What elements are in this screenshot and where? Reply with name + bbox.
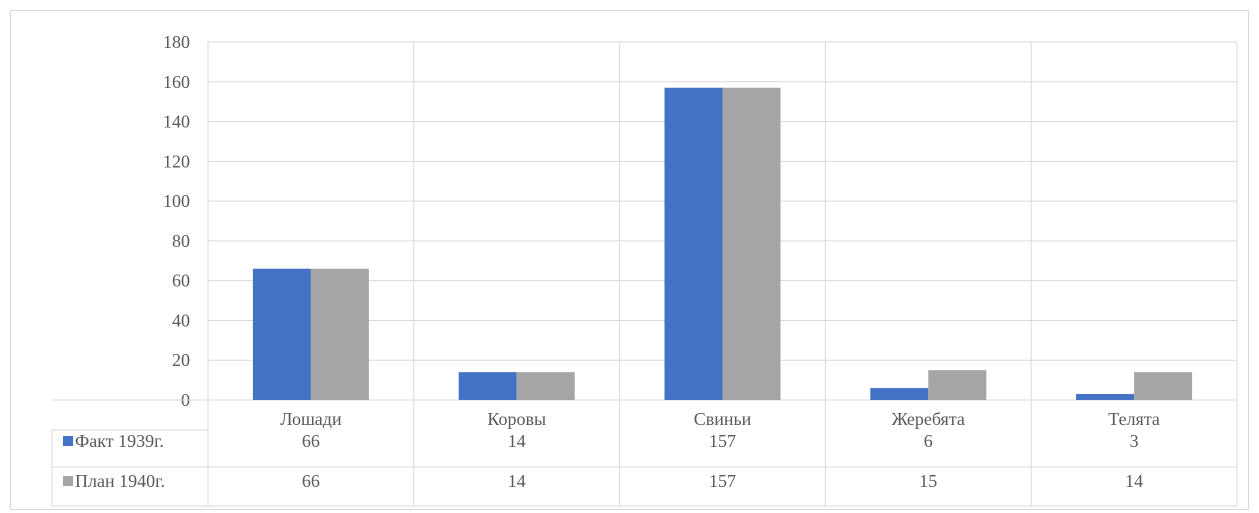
y-tick-label: 140 [163,112,190,132]
legend-label: План 1940г. [75,471,165,491]
y-tick-label: 60 [172,271,190,291]
legend-label: Факт 1939г. [75,431,164,451]
data-table-value: 157 [709,431,736,451]
data-table-value: 157 [709,471,736,491]
category-label: Лошади [280,409,342,429]
category-label: Коровы [487,409,546,429]
bar [1134,372,1193,400]
y-tick-label: 120 [163,151,190,171]
bar [310,268,369,400]
bar [516,372,575,400]
bar [928,370,987,400]
data-table-value: 14 [1125,471,1143,491]
data-table-value: 66 [302,431,320,451]
data-table-value: 6 [924,431,933,451]
y-tick-label: 100 [163,191,190,211]
bar [252,268,311,400]
bar [1076,394,1135,400]
category-label: Свиньи [694,409,752,429]
y-tick-label: 20 [172,350,190,370]
bar [722,87,781,400]
legend-swatch [63,476,73,486]
y-tick-label: 180 [163,32,190,52]
category-label: Жеребята [892,409,965,429]
bar [870,388,929,400]
y-tick-label: 80 [172,231,190,251]
data-table-value: 14 [508,431,526,451]
data-table-value: 14 [508,471,526,491]
data-table-value: 15 [919,471,937,491]
chart-frame [10,10,1249,510]
bar [458,372,517,400]
data-table-value: 66 [302,471,320,491]
y-tick-label: 40 [172,310,190,330]
data-table-value: 3 [1130,431,1139,451]
y-tick-label: 160 [163,72,190,92]
bar [664,87,723,400]
legend-swatch [63,436,73,446]
category-label: Телята [1108,409,1160,429]
